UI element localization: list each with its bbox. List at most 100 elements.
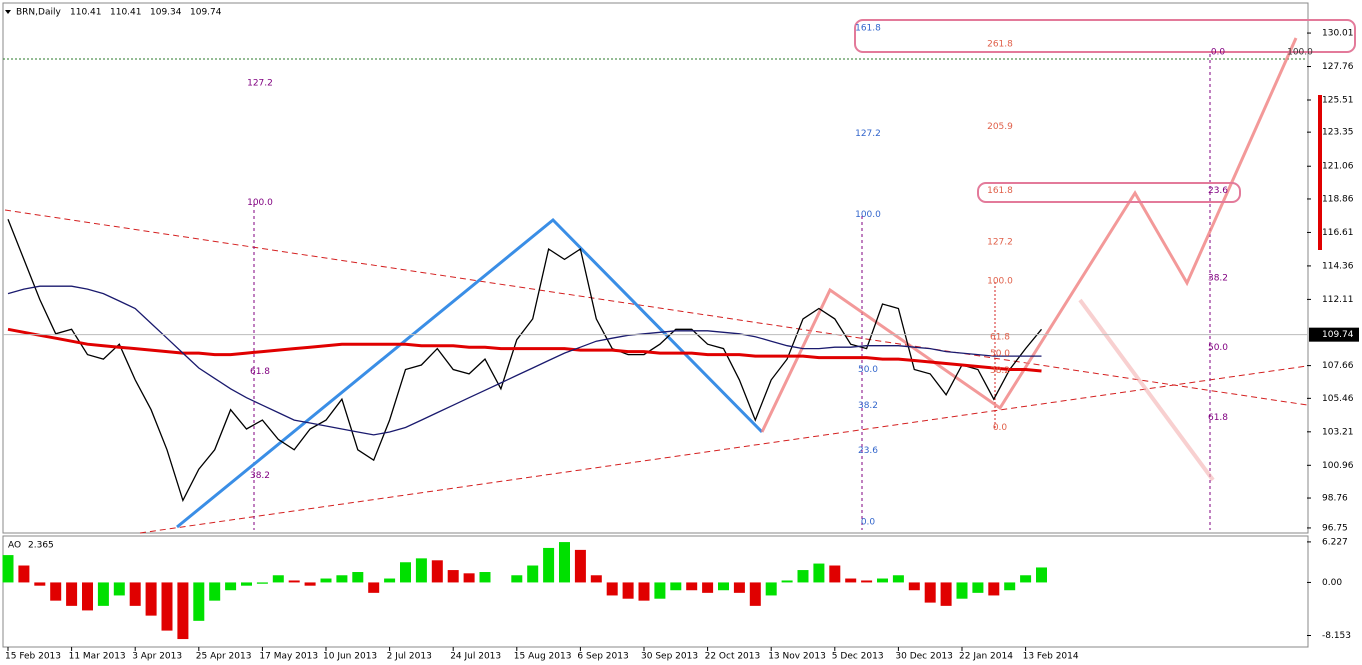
fib-label: 127.2 bbox=[987, 237, 1013, 247]
fib-label: 261.8 bbox=[987, 40, 1013, 50]
x-tick-label: 3 Apr 2013 bbox=[132, 652, 182, 662]
fib-label: 50.0 bbox=[858, 365, 878, 375]
x-tick-label: 30 Dec 2013 bbox=[895, 652, 953, 662]
ao-bar bbox=[670, 582, 682, 591]
ao-bar bbox=[193, 582, 205, 621]
x-tick-label: 24 Jul 2013 bbox=[450, 652, 501, 662]
ao-bar bbox=[66, 582, 78, 606]
ao-bar bbox=[97, 582, 109, 606]
fib-label: 161.8 bbox=[855, 23, 881, 33]
fib-label: 0.0 bbox=[1211, 48, 1226, 58]
range-bar bbox=[1318, 95, 1322, 250]
y-tick-label: 96.75 bbox=[1322, 523, 1348, 533]
ao-bar bbox=[352, 572, 364, 583]
ao-bar bbox=[82, 582, 93, 611]
fib-label: 38.2 bbox=[1208, 273, 1228, 283]
x-tick-label: 13 Nov 2013 bbox=[768, 652, 826, 662]
x-tick-label: 15 Feb 2013 bbox=[5, 652, 61, 662]
ao-bar bbox=[988, 582, 1000, 596]
ao-bar bbox=[956, 582, 968, 599]
chart-title: BRN,Daily bbox=[16, 8, 61, 18]
x-tick-label: 6 Sep 2013 bbox=[577, 652, 628, 662]
ao-bar bbox=[686, 582, 698, 591]
ao-bar bbox=[559, 542, 570, 583]
y-tick-label: 130.01 bbox=[1322, 29, 1354, 39]
ao-bar bbox=[718, 582, 729, 591]
ohlc-value: 109.34 bbox=[150, 8, 182, 18]
fib-label: 38.2 bbox=[990, 366, 1010, 376]
ao-bar bbox=[940, 582, 952, 606]
y-tick-label: 123.35 bbox=[1322, 128, 1354, 138]
ao-bar bbox=[781, 580, 793, 583]
ao-bar bbox=[606, 582, 618, 596]
fib-label: 127.2 bbox=[855, 129, 881, 139]
ao-bar bbox=[1036, 567, 1047, 583]
fib-label: 61.8 bbox=[250, 367, 270, 377]
fib-label: 100.0 bbox=[855, 210, 881, 220]
ao-bar bbox=[241, 582, 252, 586]
ao-bar bbox=[129, 582, 141, 606]
fib-label: 205.9 bbox=[987, 122, 1013, 132]
ao-bar bbox=[845, 578, 857, 583]
y-tick-label: 121.06 bbox=[1322, 162, 1354, 172]
trend-line bbox=[139, 365, 1308, 534]
last-price-label: 109.74 bbox=[1322, 330, 1354, 340]
y-tick-label: 0.00 bbox=[1322, 578, 1342, 588]
y-tick-label: 98.76 bbox=[1322, 494, 1348, 504]
menu-arrow bbox=[5, 10, 11, 14]
ao-bar bbox=[209, 582, 221, 601]
last-price-box bbox=[1309, 327, 1359, 342]
ao-bar bbox=[415, 558, 427, 583]
ao-bar bbox=[574, 549, 586, 583]
x-tick-label: 2 Jul 2013 bbox=[387, 652, 432, 662]
y-tick-label: 107.66 bbox=[1322, 361, 1354, 371]
target-box bbox=[977, 182, 1241, 203]
ohlc-value: 110.41 bbox=[110, 8, 142, 18]
fib-label: 61.8 bbox=[1208, 413, 1228, 423]
target-box bbox=[854, 19, 1356, 53]
y-tick-label: 6.227 bbox=[1322, 537, 1348, 547]
ao-bar bbox=[400, 562, 411, 583]
y-tick-label: 105.46 bbox=[1322, 394, 1354, 404]
x-tick-label: 30 Sep 2013 bbox=[641, 652, 698, 662]
ao-bar bbox=[272, 575, 284, 583]
ao-bar bbox=[479, 572, 491, 583]
price-line bbox=[7, 218, 1043, 503]
ao-pane bbox=[2, 535, 1309, 648]
ao-bar bbox=[288, 580, 300, 583]
y-tick-label: 116.61 bbox=[1322, 228, 1354, 238]
ao-bar bbox=[463, 573, 475, 583]
ao-bar bbox=[177, 582, 189, 640]
x-tick-label: 10 Jun 2013 bbox=[323, 652, 377, 662]
ao-bar bbox=[527, 565, 539, 583]
ao-bar bbox=[113, 582, 125, 596]
ao-bar bbox=[908, 582, 920, 591]
fib-label: 0.0 bbox=[993, 423, 1008, 433]
x-tick-label: 22 Oct 2013 bbox=[705, 652, 761, 662]
fib-label: 50.0 bbox=[1208, 343, 1228, 353]
fib-label: 100.0 bbox=[1287, 48, 1313, 58]
fib-label: 61.8 bbox=[990, 333, 1010, 343]
ao-bar bbox=[225, 582, 237, 591]
x-tick-label: 5 Dec 2013 bbox=[832, 652, 884, 662]
ao-bar bbox=[733, 582, 745, 593]
ao-bar bbox=[765, 582, 777, 596]
price-pane bbox=[2, 2, 1309, 534]
fib-label: 23.6 bbox=[858, 446, 878, 456]
ao-bar bbox=[320, 578, 332, 583]
fib-label: 0.0 bbox=[861, 517, 876, 527]
y-tick-label: 114.36 bbox=[1322, 261, 1354, 271]
y-tick-label: 103.21 bbox=[1322, 427, 1354, 437]
ao-bar bbox=[431, 560, 443, 583]
projection-arrow bbox=[1078, 298, 1215, 482]
ao-bar bbox=[590, 575, 602, 583]
ao-bar bbox=[861, 580, 873, 583]
fib-label: 127.2 bbox=[247, 79, 273, 89]
ao-bar bbox=[543, 547, 555, 583]
ao-bar bbox=[336, 575, 348, 583]
fib-label: 100.0 bbox=[987, 276, 1013, 286]
ao-bar bbox=[447, 570, 459, 583]
fib-label: 38.2 bbox=[858, 401, 878, 411]
ao-bar bbox=[797, 570, 809, 583]
